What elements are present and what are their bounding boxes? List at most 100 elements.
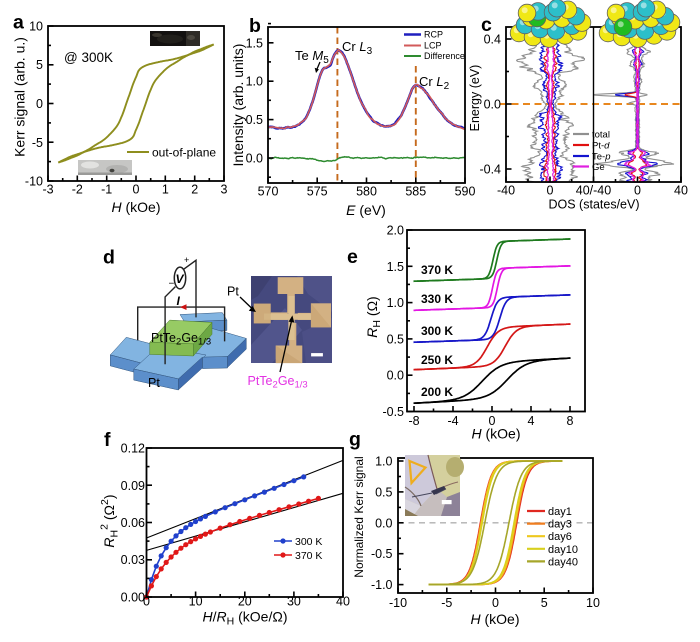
svg-text:Pt: Pt — [227, 285, 239, 299]
svg-text:H (kOe): H (kOe) — [470, 611, 519, 627]
svg-text:250 K: 250 K — [421, 353, 453, 367]
svg-text:10: 10 — [586, 596, 600, 610]
svg-text:Pt-d: Pt-d — [592, 141, 610, 152]
svg-text:-2: -2 — [72, 183, 83, 197]
svg-text:2.0: 2.0 — [387, 224, 404, 238]
svg-text:Pt: Pt — [148, 376, 160, 390]
svg-text:-10: -10 — [25, 175, 43, 189]
svg-text:PtTe2Ge1/3: PtTe2Ge1/3 — [248, 374, 308, 391]
svg-text:e: e — [347, 246, 358, 268]
svg-text:Cr L3: Cr L3 — [342, 39, 373, 57]
svg-text:Te M5: Te M5 — [295, 48, 329, 66]
svg-text:370 K: 370 K — [295, 550, 322, 562]
svg-text:0: 0 — [634, 184, 641, 198]
svg-text:370 K: 370 K — [421, 263, 453, 277]
svg-text:I: I — [177, 294, 181, 308]
svg-text:RCP: RCP — [424, 30, 443, 40]
svg-text:585: 585 — [405, 185, 426, 199]
svg-text:0.5: 0.5 — [387, 332, 404, 346]
svg-text:-0.5: -0.5 — [371, 547, 393, 561]
svg-text:580: 580 — [356, 185, 377, 199]
svg-text:40: 40 — [674, 184, 688, 198]
svg-text:H/RH (kOe/Ω): H/RH (kOe/Ω) — [203, 609, 288, 628]
svg-text:-8: -8 — [408, 414, 419, 428]
svg-text:590: 590 — [455, 185, 476, 199]
svg-text:330 K: 330 K — [421, 292, 453, 306]
svg-text:0.00: 0.00 — [121, 591, 145, 605]
svg-text:Kerr signal (arb. u.): Kerr signal (arb. u.) — [12, 37, 28, 157]
svg-text:0.0: 0.0 — [484, 98, 501, 112]
svg-text:-5: -5 — [32, 136, 43, 150]
svg-text:PtTe2Ge1/3: PtTe2Ge1/3 — [151, 331, 211, 348]
svg-text:5: 5 — [36, 58, 43, 72]
svg-text:day10: day10 — [548, 544, 578, 556]
svg-text:Cr L2: Cr L2 — [419, 74, 450, 92]
svg-text:d: d — [103, 247, 115, 269]
svg-text:0.5: 0.5 — [375, 485, 392, 499]
svg-text:300 K: 300 K — [295, 536, 322, 548]
svg-text:3: 3 — [221, 183, 228, 197]
svg-text:-1.0: -1.0 — [371, 578, 393, 592]
svg-text:0.4: 0.4 — [484, 33, 501, 47]
svg-text:1.0: 1.0 — [387, 296, 404, 310]
svg-text:1.0: 1.0 — [246, 75, 263, 89]
svg-text:day40: day40 — [548, 556, 578, 568]
svg-text:-4: -4 — [447, 414, 458, 428]
svg-text:0.06: 0.06 — [121, 516, 145, 530]
svg-text:Energy (eV): Energy (eV) — [468, 65, 482, 132]
svg-text:total: total — [592, 130, 610, 141]
svg-text:-10: -10 — [389, 596, 407, 610]
svg-text:-1: -1 — [101, 183, 112, 197]
svg-text:10: 10 — [29, 20, 43, 34]
svg-text:1.5: 1.5 — [387, 260, 404, 274]
svg-text:570: 570 — [258, 185, 279, 199]
svg-text:E (eV): E (eV) — [346, 202, 386, 218]
svg-text:10: 10 — [189, 595, 203, 609]
svg-text:Normalized Kerr signal: Normalized Kerr signal — [352, 456, 366, 577]
svg-text:0.5: 0.5 — [246, 113, 263, 127]
svg-text:day3: day3 — [548, 519, 572, 531]
svg-text:day1: day1 — [548, 506, 572, 518]
svg-text:RH (Ω): RH (Ω) — [364, 296, 383, 337]
svg-text:5: 5 — [541, 596, 548, 610]
svg-text:8: 8 — [567, 414, 574, 428]
svg-text:Difference: Difference — [424, 51, 465, 61]
svg-text:a: a — [13, 12, 24, 34]
svg-text:LCP: LCP — [424, 41, 442, 51]
svg-text:H (kOe): H (kOe) — [471, 426, 520, 442]
svg-text:RH2 (Ω2): RH2 (Ω2) — [99, 494, 121, 547]
svg-text:1.0: 1.0 — [375, 455, 392, 469]
svg-text:2: 2 — [191, 183, 198, 197]
svg-text:0.12: 0.12 — [121, 442, 145, 456]
svg-text:@ 300K: @ 300K — [64, 50, 113, 65]
svg-text:0.03: 0.03 — [121, 553, 145, 567]
svg-text:-0.5: -0.5 — [382, 405, 404, 419]
svg-text:575: 575 — [307, 185, 328, 199]
svg-text:40: 40 — [336, 595, 350, 609]
svg-text:H (kOe): H (kOe) — [111, 199, 160, 215]
svg-text:-0.4: -0.4 — [479, 163, 501, 177]
svg-text:0: 0 — [547, 184, 554, 198]
svg-text:−: − — [169, 279, 175, 290]
svg-text:1: 1 — [162, 183, 169, 197]
svg-text:f: f — [104, 429, 111, 451]
svg-text:30: 30 — [287, 595, 301, 609]
svg-text:20: 20 — [238, 595, 252, 609]
svg-text:0: 0 — [133, 183, 140, 197]
svg-text:0: 0 — [492, 596, 499, 610]
svg-text:Te-p: Te-p — [592, 152, 611, 163]
svg-text:Intensity (arb. units): Intensity (arb. units) — [230, 44, 246, 167]
svg-text:-5: -5 — [441, 596, 452, 610]
svg-text:V: V — [176, 272, 185, 286]
svg-text:g: g — [349, 429, 361, 451]
svg-text:c: c — [481, 14, 492, 36]
svg-text:Ge: Ge — [592, 162, 605, 173]
svg-text:1.5: 1.5 — [246, 36, 263, 50]
svg-text:DOS (states/eV): DOS (states/eV) — [549, 198, 640, 212]
svg-text:b: b — [249, 15, 261, 37]
svg-text:40/-40: 40/-40 — [576, 184, 611, 198]
svg-text:0.0: 0.0 — [246, 152, 263, 166]
svg-text:0.0: 0.0 — [387, 369, 404, 383]
svg-text:0: 0 — [36, 97, 43, 111]
svg-text:-3: -3 — [42, 183, 53, 197]
